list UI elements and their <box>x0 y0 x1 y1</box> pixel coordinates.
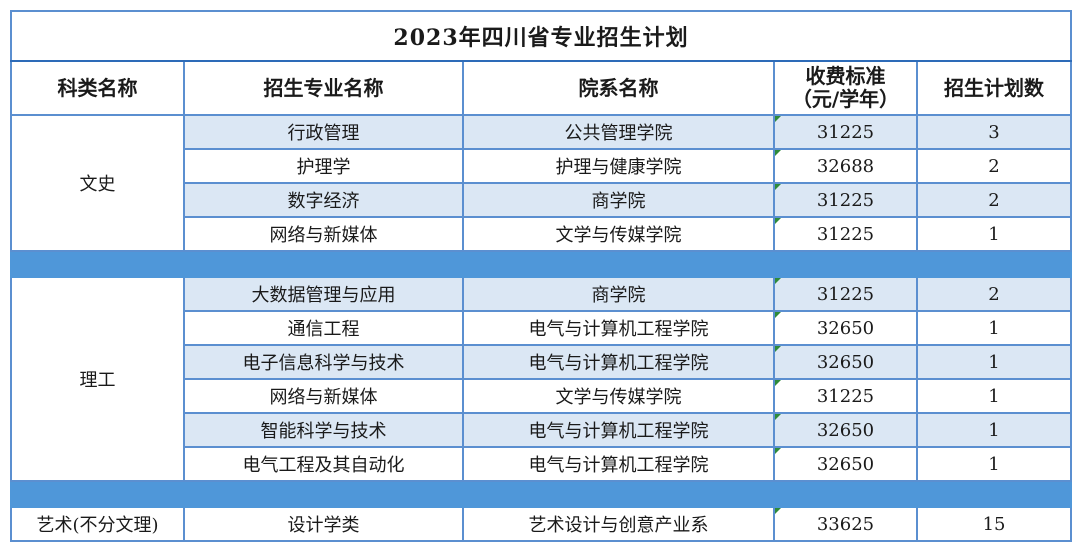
plan-cell: 1 <box>915 446 1073 482</box>
separator-bar <box>9 480 1073 508</box>
college-cell: 电气与计算机工程学院 <box>462 446 775 482</box>
table-title: 2023年四川省专业招生计划 <box>9 10 1073 62</box>
college-cell: 电气与计算机工程学院 <box>462 344 775 380</box>
college-cell: 电气与计算机工程学院 <box>462 310 775 346</box>
header-plan: 招生计划数 <box>915 60 1073 116</box>
college-cell: 商学院 <box>462 276 775 312</box>
plan-cell: 1 <box>915 310 1073 346</box>
college-cell: 商学院 <box>462 182 775 218</box>
table-row: 数字经济 商学院 31225 2 <box>11 182 1073 218</box>
enrollment-plan-table-container: 2023年四川省专业招生计划 科类名称 招生专业名称 院系名称 收费标准 （元/学… <box>9 10 1073 542</box>
header-fee-line1: 收费标准 <box>805 64 886 88</box>
college-cell: 电气与计算机工程学院 <box>462 412 775 448</box>
table-row: 理工 大数据管理与应用 商学院 31225 2 <box>10 276 1073 482</box>
college-cell: 护理与健康学院 <box>462 148 775 184</box>
major-cell: 行政管理 <box>183 114 464 150</box>
fee-cell: 31225 <box>773 182 918 218</box>
enrollment-plan-table: 2023年四川省专业招生计划 科类名称 招生专业名称 院系名称 收费标准 （元/学… <box>9 10 1073 542</box>
major-cell: 智能科学与技术 <box>183 412 464 448</box>
major-cell: 网络与新媒体 <box>183 216 464 252</box>
header-major: 招生专业名称 <box>183 60 464 116</box>
table-row: 网络与新媒体 文学与传媒学院 31225 1 <box>11 216 1073 252</box>
table-row: 文史 行政管理 公共管理学院 31225 3 <box>10 114 1073 252</box>
header-category: 科类名称 <box>10 60 185 116</box>
major-cell: 电气工程及其自动化 <box>183 446 464 482</box>
plan-cell: 1 <box>915 216 1073 252</box>
plan-cell: 2 <box>915 276 1073 312</box>
fee-cell: 32650 <box>773 446 918 482</box>
fee-cell: 32650 <box>773 344 918 380</box>
plan-cell: 1 <box>915 344 1073 380</box>
fee-cell: 31225 <box>773 114 918 150</box>
table-row: 网络与新媒体 文学与传媒学院 31225 1 <box>11 378 1073 414</box>
category-cell: 理工 <box>10 276 185 482</box>
plan-cell: 1 <box>915 378 1073 414</box>
major-cell: 通信工程 <box>183 310 464 346</box>
major-cell: 数字经济 <box>183 182 464 218</box>
plan-cell: 2 <box>915 148 1073 184</box>
major-cell: 护理学 <box>183 148 464 184</box>
group-separator <box>9 250 1073 278</box>
major-cell: 设计学类 <box>183 506 464 542</box>
header-row: 科类名称 招生专业名称 院系名称 收费标准 （元/学年） 招生计划数 <box>10 60 1073 116</box>
college-cell: 文学与传媒学院 <box>462 216 775 252</box>
fee-cell: 33625 <box>773 506 918 542</box>
group-separator <box>9 480 1073 508</box>
fee-cell: 31225 <box>773 276 918 312</box>
table-row: 通信工程 电气与计算机工程学院 32650 1 <box>11 310 1073 346</box>
table-row: 电子信息科学与技术 电气与计算机工程学院 32650 1 <box>11 344 1073 380</box>
plan-cell: 15 <box>915 506 1073 542</box>
category-cell: 文史 <box>10 114 185 252</box>
college-cell: 文学与传媒学院 <box>462 378 775 414</box>
fee-cell: 31225 <box>773 378 918 414</box>
plan-cell: 1 <box>915 412 1073 448</box>
plan-cell: 3 <box>915 114 1073 150</box>
table-row: 智能科学与技术 电气与计算机工程学院 32650 1 <box>11 412 1073 448</box>
category-cell: 艺术(不分文理) <box>10 506 185 542</box>
header-fee: 收费标准 （元/学年） <box>773 60 918 116</box>
header-college: 院系名称 <box>462 60 775 116</box>
title-row: 2023年四川省专业招生计划 <box>9 10 1073 62</box>
fee-cell: 32688 <box>773 148 918 184</box>
major-cell: 电子信息科学与技术 <box>183 344 464 380</box>
major-cell: 大数据管理与应用 <box>183 276 464 312</box>
separator-bar <box>9 250 1073 278</box>
table-row: 护理学 护理与健康学院 32688 2 <box>11 148 1073 184</box>
college-cell: 艺术设计与创意产业系 <box>462 506 775 542</box>
table-row: 艺术(不分文理) 设计学类 艺术设计与创意产业系 33625 15 <box>10 506 1073 542</box>
fee-cell: 31225 <box>773 216 918 252</box>
table-row: 电气工程及其自动化 电气与计算机工程学院 32650 1 <box>11 446 1073 482</box>
major-cell: 网络与新媒体 <box>183 378 464 414</box>
plan-cell: 2 <box>915 182 1073 218</box>
header-fee-line2: （元/学年） <box>791 87 900 111</box>
fee-cell: 32650 <box>773 310 918 346</box>
fee-cell: 32650 <box>773 412 918 448</box>
college-cell: 公共管理学院 <box>462 114 775 150</box>
